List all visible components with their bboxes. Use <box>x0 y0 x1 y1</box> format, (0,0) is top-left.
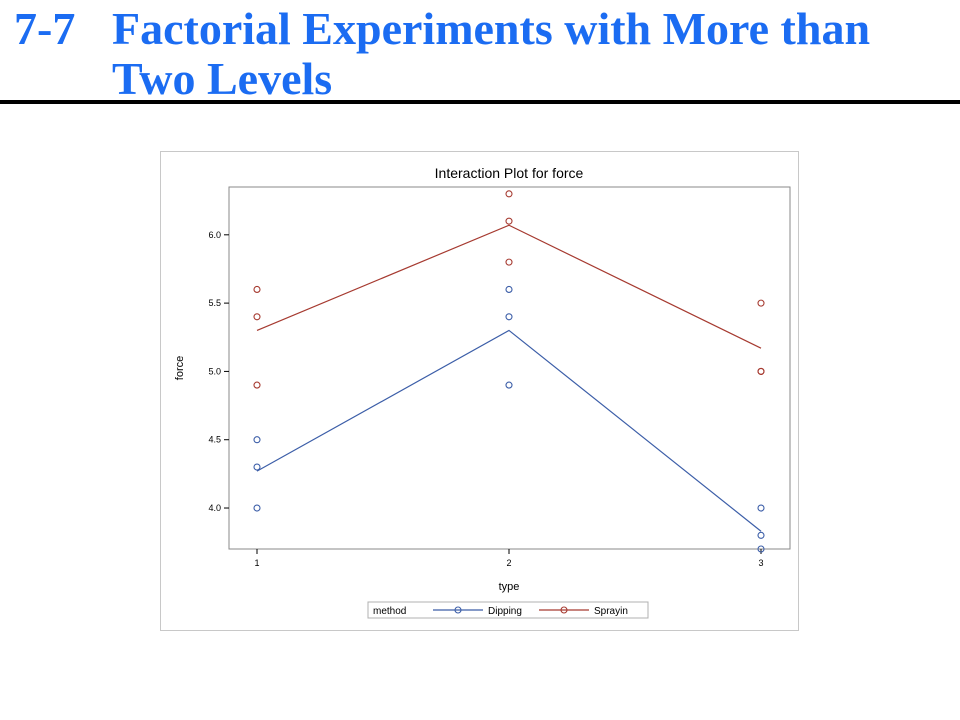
y-tick-label: 6.0 <box>208 230 221 240</box>
sprayin-point <box>757 367 765 375</box>
x-tick-label: 2 <box>506 558 511 568</box>
legend-title: method <box>373 606 406 617</box>
y-axis-label: force <box>174 356 186 380</box>
sprayin-point <box>505 217 513 225</box>
dipping-point <box>253 504 261 512</box>
slide-title: 7-7 Factorial Experiments with More than… <box>0 0 960 110</box>
chart-title: Interaction Plot for force <box>435 165 584 181</box>
dipping-legend-marker <box>454 606 462 614</box>
sprayin-legend-marker <box>560 606 568 614</box>
dipping-point <box>253 463 261 471</box>
x-axis: 1 2 3 <box>254 549 764 568</box>
y-tick-label: 5.5 <box>208 298 221 308</box>
dipping-point <box>757 531 765 539</box>
y-tick-label: 4.5 <box>208 435 221 445</box>
dipping-point <box>757 504 765 512</box>
x-axis-label: type <box>499 581 520 593</box>
dipping-point <box>505 381 513 389</box>
legend: method Dipping Sprayin <box>367 601 649 619</box>
series-layer <box>253 190 765 553</box>
plot-area <box>228 186 791 550</box>
slide-heading: Factorial Experiments with More than Two… <box>112 3 871 104</box>
dipping-point <box>757 545 765 553</box>
dipping-mean-line <box>256 329 762 532</box>
x-tick-label: 3 <box>758 558 763 568</box>
slide-number: 7-7 <box>14 3 76 54</box>
dipping-legend-label: Dipping <box>488 606 522 617</box>
title-divider <box>0 100 960 104</box>
y-axis: 4.0 4.5 5.0 5.5 6.0 <box>208 230 229 513</box>
sprayin-point <box>505 190 513 198</box>
sprayin-point <box>253 313 261 321</box>
dipping-point <box>253 436 261 444</box>
dipping-point <box>505 285 513 294</box>
sprayin-mean-line <box>256 224 762 349</box>
legend-box <box>367 601 649 619</box>
sprayin-point <box>757 299 765 307</box>
chart-svg: Interaction Plot for force 4.0 4.5 5.0 5.5 6… <box>174 165 791 619</box>
sprayin-point <box>253 285 261 294</box>
interaction-plot: Interaction Plot for force 4.0 4.5 5.0 5.5 6… <box>160 151 799 631</box>
x-tick-label: 1 <box>254 558 259 568</box>
sprayin-legend-label: Sprayin <box>594 606 628 617</box>
y-tick-label: 4.0 <box>208 503 221 513</box>
dipping-point <box>505 313 513 321</box>
sprayin-point <box>505 258 513 266</box>
sprayin-point <box>253 381 261 389</box>
y-tick-label: 5.0 <box>208 366 221 376</box>
